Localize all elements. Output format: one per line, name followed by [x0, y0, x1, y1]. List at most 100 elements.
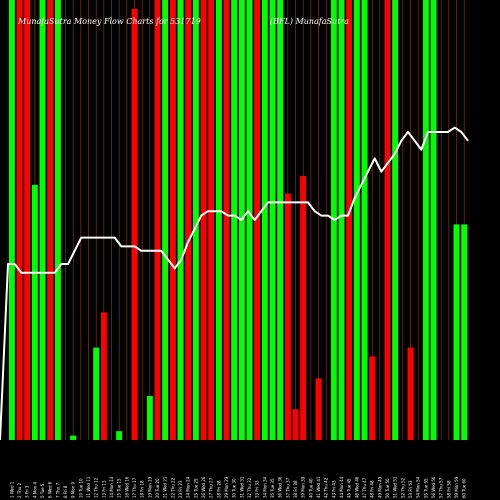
bar-25	[192, 0, 199, 440]
tick-label-41: 41 Wed 41	[316, 476, 321, 498]
bar-39	[300, 176, 307, 440]
tick-label-24: 24 Mon 24	[186, 476, 191, 498]
tick-label-14: 14 Mon 14	[109, 476, 114, 498]
bar-37	[284, 193, 291, 440]
bar-4	[31, 184, 38, 440]
tick-label-12: 12 Thu 12	[94, 477, 99, 498]
tick-label-43: 43 Fri 43	[331, 480, 336, 498]
tick-label-29: 29 Mon 29	[224, 476, 229, 498]
tick-label-10: 10 Tue 10	[78, 478, 83, 498]
tick-label-21: 21 Wed 21	[163, 476, 168, 498]
bar-9	[70, 435, 77, 440]
tick-label-44: 44 Mon 44	[339, 476, 344, 498]
tick-label-6: 6 Wed 6	[48, 481, 53, 498]
tick-label-32: 32 Thu 32	[247, 477, 252, 498]
tick-label-53: 53 Fri 53	[408, 480, 413, 498]
tick-label-48: 48 Fri 48	[370, 480, 375, 498]
bar-55	[422, 0, 429, 440]
bar-15	[116, 431, 123, 440]
tick-label-16: 16 Wed 16	[124, 476, 129, 498]
tick-label-60: 60 Tue 60	[462, 478, 467, 498]
tick-label-37: 37 Thu 37	[285, 477, 290, 498]
bar-30	[231, 0, 238, 440]
tick-label-13: 13 Fri 13	[101, 480, 106, 498]
tick-label-17: 17 Thu 17	[132, 477, 137, 498]
bar-27	[208, 0, 215, 440]
bar-23	[177, 0, 184, 440]
bar-44	[338, 0, 345, 440]
bar-33	[254, 0, 261, 440]
tick-label-27: 27 Thu 27	[209, 477, 214, 498]
bar-34	[261, 0, 268, 440]
bar-19	[146, 396, 153, 440]
bar-47	[361, 0, 368, 440]
tick-label-9: 9 Mon 9	[71, 481, 76, 498]
bar-20	[154, 0, 161, 440]
bar-5	[39, 0, 46, 440]
tick-label-15: 15 Tue 15	[117, 478, 122, 498]
bar-36	[277, 0, 284, 440]
tick-label-18: 18 Fri 18	[140, 480, 145, 498]
tick-label-26: 26 Wed 26	[201, 476, 206, 498]
tick-label-38: 38 Fri 38	[293, 480, 298, 498]
bar-7	[54, 0, 61, 440]
bar-56	[430, 0, 437, 440]
tick-label-2: 2 Thu 2	[17, 482, 22, 498]
tick-label-40: 40 Tue 40	[308, 478, 313, 498]
bar-45	[346, 0, 353, 440]
bar-1	[8, 0, 15, 440]
tick-label-59: 59 Mon 59	[454, 476, 459, 498]
bar-59	[453, 224, 460, 440]
bar-60	[461, 224, 468, 440]
bar-29	[223, 0, 230, 440]
tick-label-46: 46 Wed 46	[354, 476, 359, 498]
bar-2	[16, 0, 23, 440]
tick-label-33: 33 Fri 33	[255, 480, 260, 498]
bar-32	[246, 0, 253, 440]
tick-label-45: 45 Tue 45	[347, 478, 352, 498]
bar-38	[292, 409, 299, 440]
tick-label-5: 5 Tue 5	[40, 483, 45, 498]
tick-label-47: 47 Thu 47	[362, 477, 367, 498]
tick-label-56: 56 Wed 56	[431, 476, 436, 498]
bar-21	[162, 0, 169, 440]
bar-3	[24, 0, 31, 440]
tick-label-25: 25 Tue 25	[193, 478, 198, 498]
bar-17	[131, 8, 138, 441]
bar-41	[315, 378, 322, 440]
bar-50	[384, 0, 391, 440]
tick-label-57: 57 Thu 57	[439, 477, 444, 498]
bar-24	[185, 0, 192, 440]
tick-label-19: 19 Mon 19	[147, 476, 152, 498]
money-flow-line-path	[0, 126, 469, 441]
bar-53	[407, 347, 414, 440]
tick-label-22: 22 Thu 22	[170, 477, 175, 498]
tick-label-3: 3 Fri 3	[25, 485, 30, 498]
bar-28	[215, 0, 222, 440]
tick-label-8: 8 Fri 8	[63, 485, 68, 498]
tick-label-55: 55 Tue 55	[423, 478, 428, 498]
tick-label-11: 11 Wed 11	[86, 476, 91, 498]
bar-26	[200, 0, 207, 440]
bar-48	[369, 356, 376, 440]
tick-label-49: 49 Mon 49	[377, 476, 382, 498]
bar-6	[47, 0, 54, 440]
tick-label-50: 50 Tue 50	[385, 478, 390, 498]
bar-22	[169, 0, 176, 440]
tick-label-23: 23 Fri 23	[178, 480, 183, 498]
tick-label-36: 36 Wed 36	[278, 476, 283, 498]
bar-35	[269, 0, 276, 440]
tick-label-42: 42 Thu 42	[324, 477, 329, 498]
chart-title-left: MunafaSutra Money Flow Charts for 531719	[17, 17, 201, 26]
tick-label-7: 7 Thu 7	[55, 482, 60, 498]
tick-label-30: 30 Tue 30	[232, 478, 237, 498]
tick-label-58: 58 Fri 58	[446, 480, 451, 498]
tick-label-31: 31 Wed 31	[239, 476, 244, 498]
tick-label-52: 52 Thu 52	[400, 477, 405, 498]
tick-label-34: 34 Mon 34	[262, 476, 267, 498]
bar-46	[353, 0, 360, 440]
tick-label-28: 28 Fri 28	[216, 480, 221, 498]
tick-label-1: 1 Wed 1	[9, 481, 14, 498]
